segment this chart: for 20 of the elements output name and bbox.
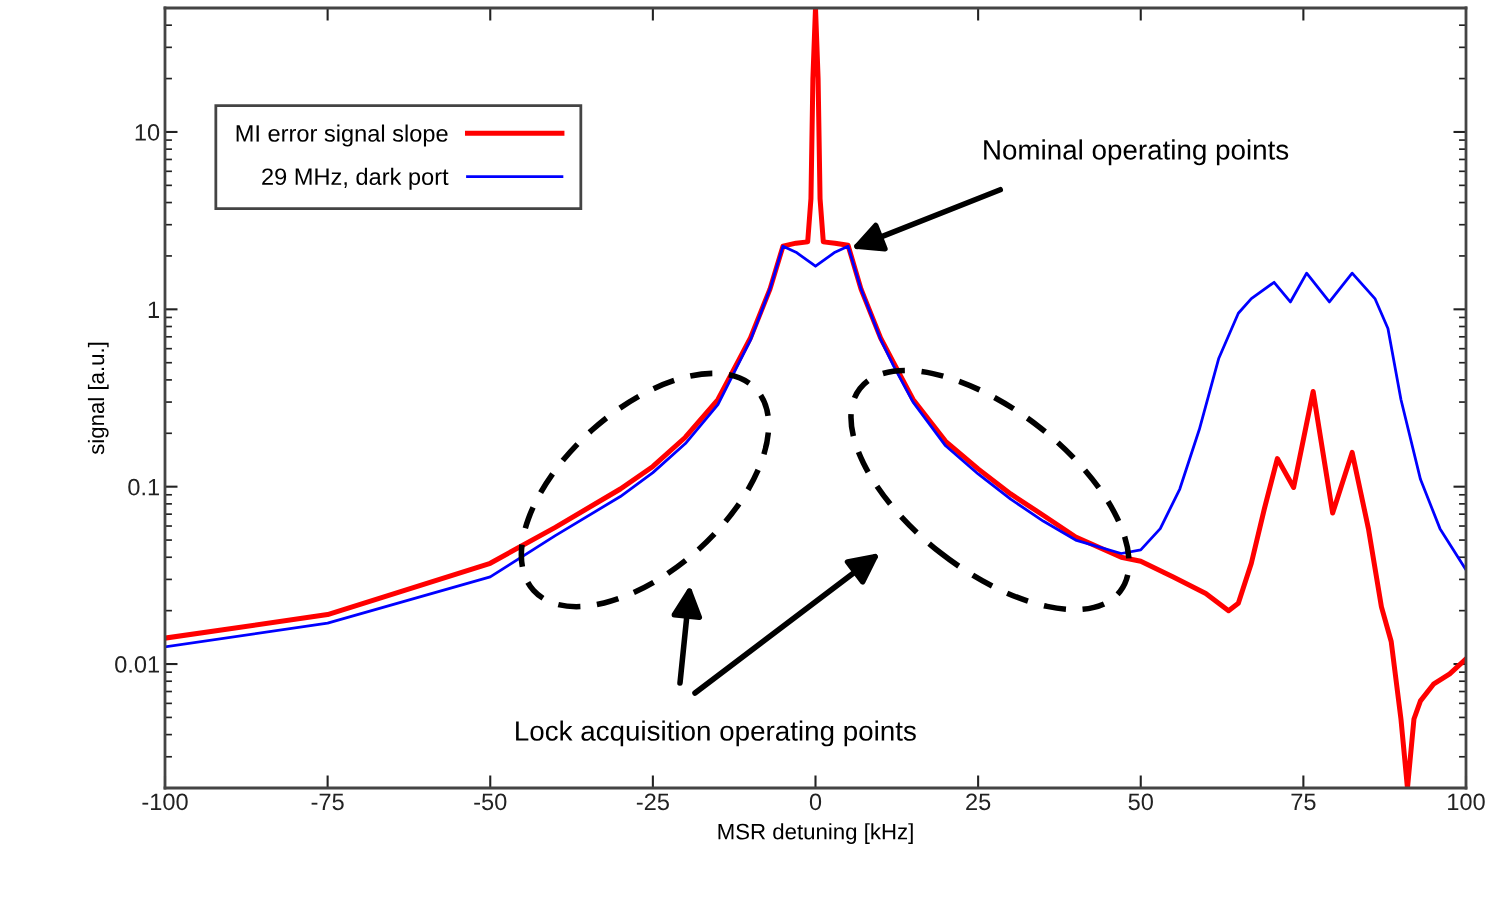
y-tick-label: 1 bbox=[148, 301, 159, 318]
y-tick-label: 0.1 bbox=[128, 478, 159, 496]
x-tick-label: -50 bbox=[474, 793, 507, 811]
x-tick-label: 75 bbox=[1291, 793, 1316, 811]
annotation: Nominal operating points bbox=[984, 139, 1289, 166]
x-tick-label: 50 bbox=[1128, 793, 1153, 811]
x-tick-label: 0 bbox=[809, 793, 822, 811]
x-axis-title: MSR detuning [kHz] bbox=[718, 823, 913, 844]
x-tick-label: -100 bbox=[142, 793, 188, 811]
legend-label: MI error signal slope bbox=[236, 124, 448, 147]
x-tick-label: -75 bbox=[311, 793, 344, 811]
y-tick-label: 10 bbox=[135, 124, 160, 141]
x-tick-label: 25 bbox=[966, 793, 991, 811]
legend-label: 29 MHz, dark port bbox=[262, 167, 449, 190]
line-series bbox=[165, 244, 1466, 649]
y-tick-label: 0.01 bbox=[115, 656, 159, 673]
x-tick-label: -25 bbox=[636, 793, 669, 811]
y-axis-title: signal [a.u.] bbox=[87, 342, 109, 455]
x-tick-label: 100 bbox=[1448, 793, 1485, 811]
annotation: Lock acquisition operating points bbox=[516, 720, 916, 747]
